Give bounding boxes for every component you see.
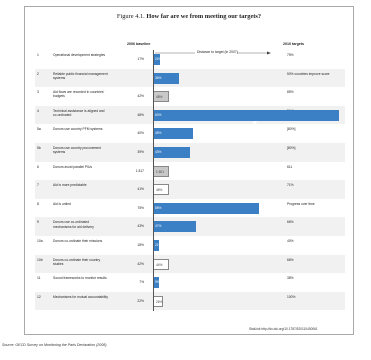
targets-table: 1 Operational development strategies 17% 75…	[35, 50, 345, 311]
targets-header: 2010 targets	[283, 42, 304, 46]
indicator-label: Aid flows are recorded in countries' bud…	[53, 90, 105, 99]
indicator-number: 5b	[37, 145, 41, 150]
indicator-label: Aid is untied	[53, 201, 71, 206]
source-note: Source: OECD Survey on Monitoring the Pa…	[2, 343, 108, 347]
indicator-number: 5a	[37, 127, 41, 132]
table-row: 2 Reliable public financial management sy…	[35, 68, 345, 88]
baseline-value: 18%	[137, 242, 144, 247]
table-row: 1 Operational development strategies 17% 75…	[35, 50, 345, 69]
table-row: 3 Aid flows are recorded in countries' bu…	[35, 87, 345, 106]
baseline-axis	[153, 50, 154, 311]
target-value: 50% countries improve score	[287, 71, 330, 76]
progress-bar: 45%	[153, 128, 193, 140]
indicator-number: 10b	[37, 257, 43, 262]
table-row: 4 Technical assistance is aligned and co-…	[35, 105, 345, 125]
baseline-value: 41%	[137, 187, 144, 192]
indicator-label: Sound frameworks to monitor results	[53, 276, 107, 281]
baseline-value: 42%	[137, 94, 144, 99]
target-value: 66%	[287, 220, 294, 225]
progress-bar: 9%	[153, 277, 160, 289]
indicator-label: Operational development strategies	[53, 53, 106, 57]
progress-bar: 46%	[153, 184, 169, 196]
target-value: [80%]	[287, 127, 296, 132]
indicator-label: Donors use country PFM systems	[53, 127, 103, 132]
baseline-value: 22%	[137, 298, 144, 303]
indicator-number: 11	[37, 276, 41, 281]
baseline-value: 7%	[139, 280, 144, 285]
table-row: 10a Donors co-ordinate their missions 18% 4…	[35, 236, 345, 255]
indicator-label: Aid is more predictable	[53, 183, 87, 188]
indicator-number: 12	[37, 294, 41, 299]
table-row: 10b Donors co-ordinate their country stud…	[35, 254, 345, 274]
indicator-number: 7	[37, 183, 39, 188]
indicator-number: 8	[37, 201, 39, 206]
indicator-label: Reliable public financial management sys…	[53, 71, 108, 80]
progress-bar: 47%	[153, 221, 196, 233]
indicator-label: Donors use co-ordinated mechanisms for a…	[53, 220, 94, 229]
indicator-number: 9	[37, 220, 39, 225]
figure-label: Figure 4.1.	[116, 13, 145, 20]
progress-bar: 26%	[153, 295, 164, 307]
figure-heading: How far are we from meeting our targets?	[146, 13, 262, 20]
target-value: 40%	[287, 238, 294, 243]
table-row: 12 Mechanisms for mutual accountability 22…	[35, 291, 345, 311]
table-row: 11 Sound frameworks to monitor results 7% 3…	[35, 273, 345, 292]
indicator-number: 10a	[37, 238, 43, 243]
baseline-value: 43%	[137, 224, 144, 229]
distance-arrow	[155, 51, 271, 55]
target-value: 85%	[287, 90, 294, 95]
indicator-label: Mechanisms for mutual accountability	[53, 294, 108, 299]
target-value: 71%	[287, 183, 294, 188]
progress-bar: 48%	[153, 91, 169, 103]
baseline-value: 17%	[137, 57, 144, 61]
baseline-value: 42%	[137, 261, 144, 266]
progress-bar: 44%	[153, 258, 169, 270]
table-row: 9 Donors use co-ordinated mechanisms for …	[35, 217, 345, 236]
distance-header: Distance to target (in 2007)	[197, 50, 238, 54]
baseline-value: 1 817	[135, 168, 144, 173]
table-row: 7 Aid is more predictable 41% 71% 46%	[35, 180, 345, 199]
progress-bar: 60%	[153, 109, 339, 121]
target-value: [80%]	[287, 145, 296, 150]
indicator-label: Donors co-ordinate their country studies	[53, 257, 101, 266]
indicator-label: Donors avoid parallel PIUs	[53, 164, 93, 169]
table-row: 5b Donors use country procurement systems…	[35, 142, 345, 162]
target-value: 66%	[287, 257, 294, 262]
baseline-value: 75%	[137, 205, 144, 210]
target-value: 75%	[287, 53, 294, 57]
target-value: 100%	[287, 294, 296, 299]
baseline-value: 39%	[137, 149, 144, 154]
baseline-header: 2006 baseline	[127, 42, 151, 46]
baseline-value: 48%	[137, 112, 144, 117]
indicator-number: 3	[37, 90, 39, 95]
target-value: 611	[287, 164, 293, 169]
table-row: 8 Aid is untied 75% Progress over time 88%	[35, 199, 345, 218]
indicator-label: Donors use country procurement systems	[53, 145, 102, 155]
progress-bar: 21%	[153, 239, 161, 251]
progress-bar: 43%	[153, 146, 190, 158]
indicator-number: 1	[37, 53, 39, 57]
target-value: Progress over time	[287, 201, 315, 206]
table-row: 5a Donors use country PFM systems 40% [80%]…	[35, 124, 345, 143]
figure-page: Figure 4.1. How far are we from meeting …	[24, 6, 354, 335]
baseline-value: 40%	[137, 131, 144, 136]
figure-title: Figure 4.1. How far are we from meeting …	[25, 13, 353, 20]
indicator-label: Technical assistance is aligned and co-o…	[53, 108, 105, 117]
indicator-number: 6	[37, 164, 39, 169]
statlink[interactable]: StatLink http://dx.doi.org/10.1787/52011…	[249, 327, 318, 331]
indicator-number: 4	[37, 108, 39, 113]
indicator-label: Donors co-ordinate their missions	[53, 238, 103, 243]
indicator-number: 2	[37, 71, 39, 76]
progress-bar: 1 601	[153, 165, 169, 177]
target-value: 38%	[287, 276, 294, 281]
progress-bar: 24%	[153, 54, 161, 65]
progress-bar: 88%	[153, 202, 260, 214]
table-row: 6 Donors avoid parallel PIUs 1 817 611 1 601	[35, 162, 345, 181]
progress-bar: 36%	[153, 72, 179, 84]
